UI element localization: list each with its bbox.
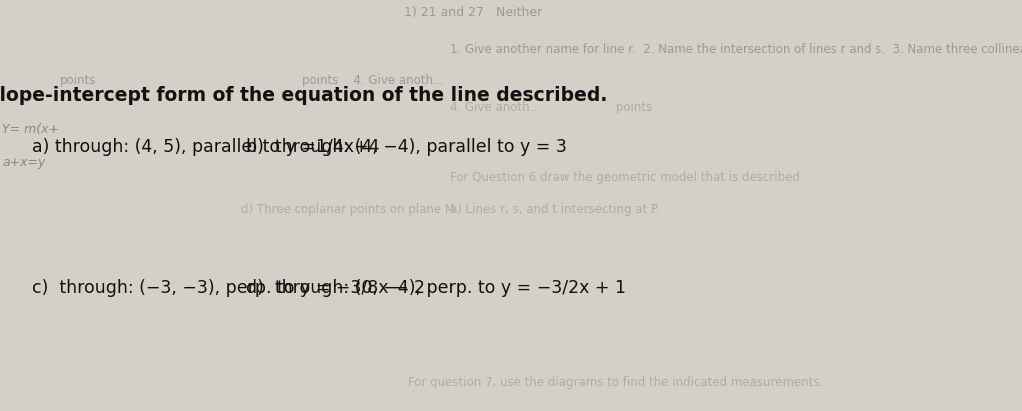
Text: a) Lines r, s, and t intersecting at P.: a) Lines r, s, and t intersecting at P. xyxy=(450,203,660,217)
Text: For Question 6 draw the geometric model that is described.: For Question 6 draw the geometric model … xyxy=(450,171,803,184)
Text: a) through: (4, 5), parallel to y =1/4x+4: a) through: (4, 5), parallel to y =1/4x+… xyxy=(33,138,380,156)
Text: points: points xyxy=(60,74,97,87)
Text: 1. Give another name for line r.  2. Name the intersection of lines r and s.  3.: 1. Give another name for line r. 2. Name… xyxy=(450,43,1022,56)
Text: a+x=y: a+x=y xyxy=(2,156,46,169)
Text: For question 7, use the diagrams to find the indicated measurements.: For question 7, use the diagrams to find… xyxy=(408,376,824,389)
Text: d)  through: (0, −4), perp. to y = −3/2x + 1: d) through: (0, −4), perp. to y = −3/2x … xyxy=(246,279,625,298)
Text: c)  through: (−3, −3), perp. to y = −3/8x − 2: c) through: (−3, −3), perp. to y = −3/8x… xyxy=(33,279,425,298)
Text: 4. Give anoth...                    points: 4. Give anoth... points xyxy=(450,101,652,114)
Text: 1) 21 and 27   Neither: 1) 21 and 27 Neither xyxy=(404,6,542,19)
Text: 9. Write the slope-intercept form of the equation of the line described.: 9. Write the slope-intercept form of the… xyxy=(0,86,608,105)
Text: points    4. Give anoth...: points 4. Give anoth... xyxy=(301,74,444,87)
Text: d) Three coplanar points on plane M.: d) Three coplanar points on plane M. xyxy=(241,203,459,217)
Text: b)  through: (4, −4), parallel to y = 3: b) through: (4, −4), parallel to y = 3 xyxy=(246,138,567,156)
Text: Y= m(x+: Y= m(x+ xyxy=(2,123,59,136)
